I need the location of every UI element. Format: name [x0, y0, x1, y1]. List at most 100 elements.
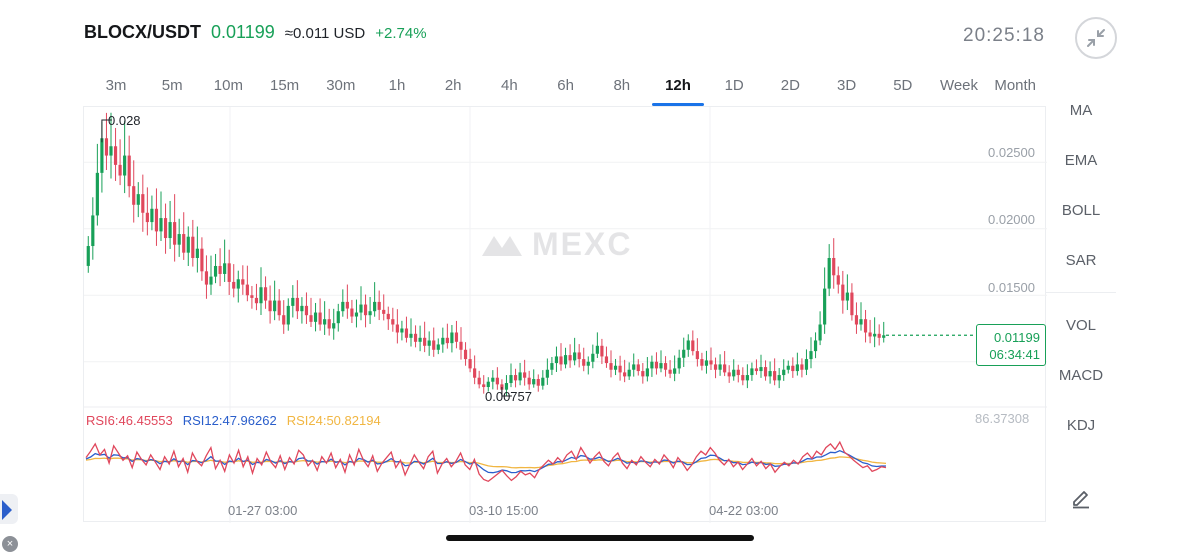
chart-area[interactable] [83, 106, 1047, 523]
candle [100, 138, 104, 173]
candle [563, 355, 568, 365]
candle [677, 357, 681, 369]
usd-equivalent: ≈0.011 USD [284, 25, 366, 42]
candle [836, 275, 840, 285]
tab-2d[interactable]: 2D [780, 77, 800, 94]
candle [118, 164, 122, 176]
candle [577, 352, 581, 360]
candle [200, 248, 204, 272]
candle [527, 377, 531, 385]
arrow-icon [2, 500, 12, 520]
rsi-max-label: 86.37308 [975, 411, 1030, 426]
last-price-marker: 0.01199 06:34:41 [976, 324, 1046, 366]
candle [404, 328, 409, 338]
pair-name[interactable]: BLOCX/USDT [84, 22, 201, 42]
candle [682, 349, 686, 358]
high-marker [101, 119, 112, 143]
tab-10m[interactable]: 10m [213, 77, 243, 94]
candle [568, 355, 572, 361]
candle [686, 340, 690, 350]
tab-week[interactable]: Week [939, 77, 979, 94]
tab-12h[interactable]: 12h [652, 72, 704, 106]
candle [791, 365, 795, 372]
candle [273, 300, 277, 312]
candle [523, 372, 527, 378]
candle [109, 146, 113, 156]
candle [150, 208, 154, 223]
candle [863, 319, 868, 333]
candle [804, 359, 809, 370]
tab-4h[interactable]: 4h [501, 77, 518, 94]
high-price-label: 0.028 [108, 113, 141, 128]
candle [782, 369, 786, 376]
candle [654, 361, 659, 369]
y-axis-label: 0.02000 [988, 212, 1035, 227]
candle [545, 369, 549, 378]
candle [268, 300, 272, 312]
tab-2h[interactable]: 2h [444, 77, 462, 94]
candle [609, 363, 613, 370]
indicator-boll[interactable]: BOLL [1061, 202, 1101, 219]
candle [132, 186, 136, 205]
tab-5d[interactable]: 5D [893, 77, 913, 94]
candle [818, 324, 822, 341]
candle [663, 363, 668, 370]
candle [586, 361, 590, 366]
indicator-vol[interactable]: VOL [1065, 317, 1096, 334]
low-price-label: 0.00757 [485, 389, 532, 404]
candle [768, 371, 772, 377]
candle [241, 279, 245, 285]
candle [227, 263, 231, 282]
tab-3d[interactable]: 3D [837, 77, 857, 94]
candle [854, 315, 859, 325]
candle [832, 257, 836, 276]
candle [427, 340, 431, 346]
tab-1h[interactable]: 1h [388, 77, 406, 94]
indicator-macd[interactable]: MACD [1058, 367, 1104, 384]
candle [745, 375, 749, 381]
indicator-ma[interactable]: MA [1069, 102, 1093, 119]
candle-countdown: 06:34:41 [989, 347, 1040, 362]
indicator-ema[interactable]: EMA [1064, 152, 1098, 169]
candle [850, 292, 854, 316]
candle [359, 304, 363, 313]
tab-5m[interactable]: 5m [161, 77, 183, 94]
candle [91, 215, 95, 247]
candle [468, 359, 472, 369]
side-handle[interactable] [0, 494, 18, 524]
indicator-kdj[interactable]: KDJ [1066, 417, 1096, 434]
collapse-button[interactable] [1075, 17, 1117, 59]
rsi24-label: RSI24:50.82194 [286, 413, 381, 428]
indicator-sar[interactable]: SAR [1065, 252, 1097, 269]
x-axis-label: 04-22 03:00 [709, 503, 779, 518]
rsi12-label: RSI12:47.96262 [182, 413, 277, 428]
tab-month[interactable]: Month [994, 77, 1037, 94]
candle [845, 292, 849, 301]
tab-3m[interactable]: 3m [105, 77, 127, 94]
candle [550, 363, 554, 370]
candle [454, 332, 459, 342]
draw-tool-button[interactable] [1070, 487, 1092, 514]
tab-30m[interactable]: 30m [326, 77, 356, 94]
candle [377, 301, 381, 310]
candle [763, 367, 768, 377]
tab-6h[interactable]: 6h [557, 77, 574, 94]
tab-1d[interactable]: 1D [724, 77, 744, 94]
candle [250, 295, 254, 298]
candle [704, 360, 709, 366]
candle [127, 155, 131, 187]
x-axis-label: 01-27 03:00 [228, 503, 298, 518]
close-icon[interactable]: × [2, 536, 18, 552]
tab-15m[interactable]: 15m [270, 77, 300, 94]
candle [700, 359, 704, 366]
tab-8h[interactable]: 8h [613, 77, 631, 94]
candle [823, 288, 827, 325]
exchange-watermark: MEXC [480, 226, 632, 263]
candle [591, 353, 595, 362]
candle [477, 377, 481, 385]
candle [868, 332, 872, 337]
candle [795, 364, 799, 372]
candle [159, 218, 163, 232]
price-change: +2.74% [375, 25, 427, 42]
last-price-value: 0.01199 [993, 330, 1040, 345]
